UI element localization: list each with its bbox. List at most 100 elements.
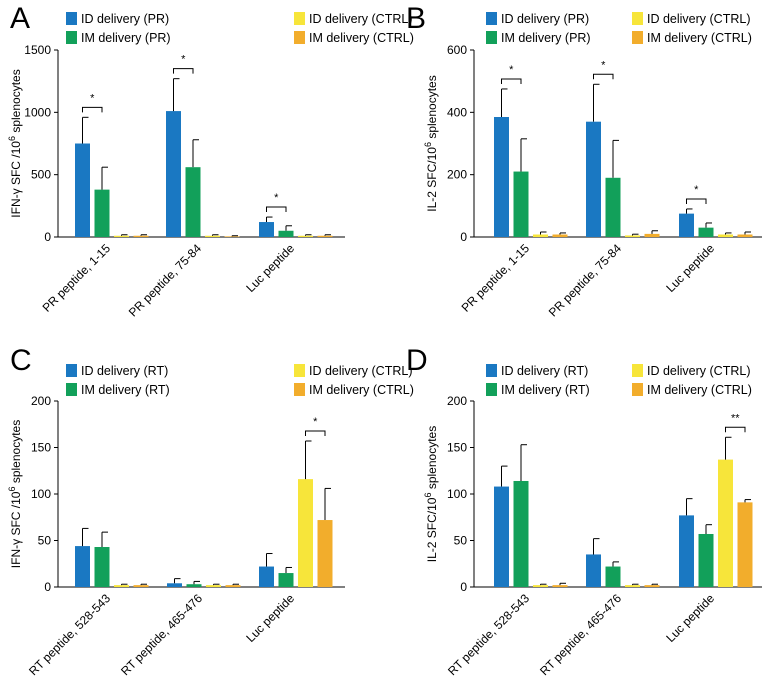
legend-label: ID delivery (CTRL) — [309, 364, 413, 378]
bar — [513, 171, 529, 237]
legend-label: IM delivery (CTRL) — [647, 31, 752, 45]
legend-swatch — [486, 383, 497, 396]
legend-swatch — [632, 383, 643, 396]
y-tick-label: 500 — [31, 168, 51, 182]
bar — [166, 111, 181, 237]
y-tick-label: 150 — [31, 441, 51, 455]
y-tick-label: 0 — [44, 230, 51, 244]
legend-label: ID delivery (RT) — [501, 364, 588, 378]
legend-label: ID delivery (RT) — [81, 364, 168, 378]
y-tick-label: 100 — [31, 487, 51, 501]
y-tick-label: 0 — [460, 230, 467, 244]
bar — [114, 585, 129, 587]
bar — [224, 236, 240, 237]
bar — [317, 520, 333, 587]
y-tick-label: 200 — [31, 394, 51, 408]
significance-bracket — [593, 73, 614, 80]
bar — [186, 584, 202, 587]
bar — [605, 566, 621, 587]
y-axis-label: IL-2 SFC/106 splenocytes — [423, 75, 439, 211]
legend-label: IM delivery (PR) — [81, 31, 171, 45]
bar — [494, 486, 509, 587]
panel-a: A ID delivery (PR) IM delivery (PR) ID deli… — [7, 2, 414, 320]
legend-swatch — [294, 383, 305, 396]
bar — [698, 533, 714, 587]
category-label: Luc peptide — [663, 241, 717, 295]
bar — [133, 585, 149, 587]
y-axis-label: IL-2 SFC/106 splenocytes — [423, 426, 439, 562]
category-label: RT peptide, 465-476 — [118, 591, 205, 678]
bar — [75, 143, 90, 237]
significance-label: * — [313, 416, 318, 428]
bar — [718, 459, 733, 587]
bar — [679, 515, 694, 587]
panel-c: C ID delivery (RT) IM delivery (RT) ID deli… — [7, 344, 414, 678]
bar — [513, 480, 529, 587]
legend-label: ID delivery (CTRL) — [647, 12, 751, 26]
panel-b: B ID delivery (PR) IM delivery (PR) ID deli… — [406, 2, 762, 320]
panel-letter: C — [10, 344, 32, 377]
legend-label: IM delivery (CTRL) — [309, 31, 414, 45]
y-tick-label: 50 — [454, 534, 468, 548]
bar — [625, 235, 640, 237]
significance-bracket — [82, 106, 103, 113]
significance-bracket — [725, 426, 746, 433]
y-tick-label: 200 — [447, 168, 467, 182]
panel-d: D ID delivery (RT) IM delivery (RT) ID deli… — [406, 344, 762, 678]
legend-swatch — [66, 31, 77, 44]
category-label: RT peptide, 528-543 — [26, 591, 113, 678]
y-axis-label: IFN-γ SFC /106 splenocytes — [7, 420, 23, 568]
legend-swatch — [294, 364, 305, 377]
significance-bracket — [305, 430, 326, 436]
category-label: PR peptide, 1-15 — [40, 241, 114, 315]
bar — [533, 234, 548, 237]
category-label: RT peptide, 528-543 — [445, 591, 532, 678]
y-tick-label: 100 — [447, 487, 467, 501]
y-tick-label: 0 — [460, 580, 467, 594]
legend-swatch — [294, 31, 305, 44]
legend-swatch — [486, 364, 497, 377]
bar — [206, 585, 221, 587]
category-label: Luc peptide — [243, 591, 297, 645]
legend-label: IM delivery (CTRL) — [309, 383, 414, 397]
bar — [552, 234, 568, 237]
legend-label: ID delivery (PR) — [501, 12, 589, 26]
bar — [75, 546, 90, 587]
bar — [605, 177, 621, 237]
y-tick-label: 150 — [447, 441, 467, 455]
significance-label: ** — [731, 412, 740, 424]
y-tick-label: 0 — [44, 580, 51, 594]
bar — [644, 585, 660, 587]
bar — [737, 502, 753, 587]
significance-label: * — [90, 92, 95, 104]
bar — [259, 222, 274, 237]
legend-swatch — [486, 12, 497, 25]
bar — [114, 235, 129, 237]
legend-label: IM delivery (CTRL) — [647, 383, 752, 397]
legend-swatch — [294, 12, 305, 25]
y-tick-label: 1000 — [24, 105, 51, 119]
bar — [698, 227, 714, 237]
category-label: PR peptide, 1-15 — [459, 241, 533, 315]
category-label: RT peptide, 465-476 — [537, 591, 624, 678]
bar — [679, 213, 694, 237]
bar — [259, 566, 274, 587]
legend-swatch — [632, 364, 643, 377]
y-tick-label: 1500 — [24, 43, 51, 57]
bar — [94, 547, 110, 587]
bar — [317, 235, 333, 237]
significance-label: * — [694, 184, 699, 196]
panel-letter: D — [406, 344, 428, 377]
bar — [225, 585, 241, 587]
legend-label: ID delivery (CTRL) — [647, 364, 751, 378]
category-label: Luc peptide — [663, 591, 717, 645]
legend-swatch — [486, 31, 497, 44]
bar — [586, 554, 601, 587]
legend-swatch — [66, 12, 77, 25]
bar — [718, 234, 733, 237]
bar — [586, 121, 601, 237]
legend-label: IM delivery (PR) — [501, 31, 591, 45]
legend-swatch — [66, 383, 77, 396]
bar — [298, 479, 313, 587]
bar — [94, 189, 110, 237]
